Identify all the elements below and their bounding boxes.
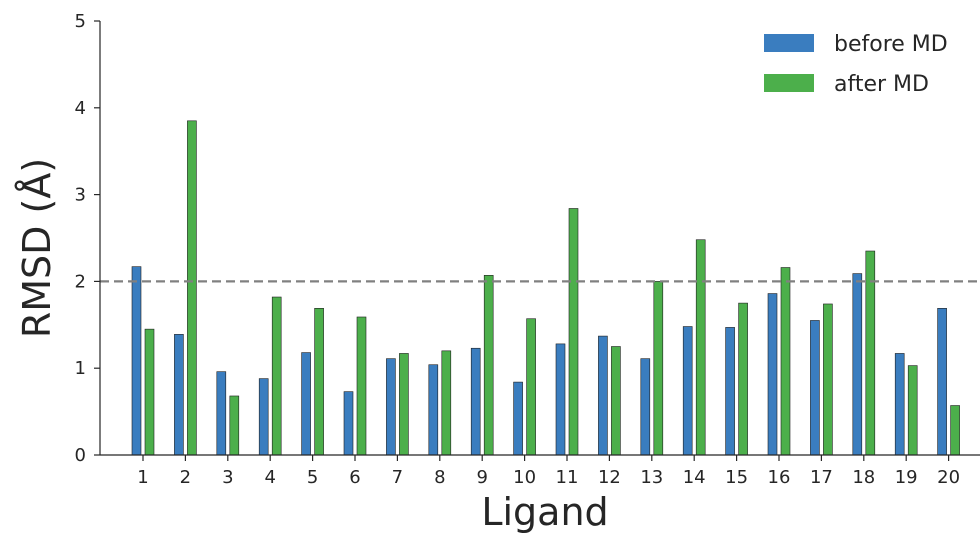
bar-before-md-ligand-12 <box>598 335 608 456</box>
bar-after-md-ligand-1 <box>144 328 155 456</box>
bar-before-md-ligand-5 <box>301 352 311 456</box>
x-tick-label: 6 <box>349 467 360 488</box>
x-tick-label: 2 <box>180 467 191 488</box>
bar-before-md-ligand-11 <box>555 343 566 456</box>
bar-before-md-ligand-20 <box>937 308 947 456</box>
legend-swatch-after-md <box>764 74 814 92</box>
x-tick-label: 15 <box>725 467 748 488</box>
bar-after-md-ligand-4 <box>271 296 282 456</box>
bar-after-md-ligand-10 <box>526 318 536 456</box>
bar-before-md-ligand-18 <box>852 273 863 456</box>
x-tick-label: 8 <box>434 467 445 488</box>
x-tick-label: 20 <box>937 467 960 488</box>
bar-after-md-ligand-19 <box>907 365 918 456</box>
legend-swatch-before-md <box>764 34 814 52</box>
bar-before-md-ligand-14 <box>682 326 693 456</box>
y-tick-label: 3 <box>75 185 86 206</box>
axes-layer <box>99 21 980 456</box>
bar-after-md-ligand-17 <box>823 303 833 456</box>
bar-after-md-ligand-12 <box>611 346 621 456</box>
x-tick-label: 1 <box>137 467 148 488</box>
x-tick-label: 4 <box>264 467 275 488</box>
x-tick-label: 5 <box>307 467 318 488</box>
bar-after-md-ligand-8 <box>441 350 452 456</box>
y-tick-label: 4 <box>75 98 86 119</box>
bar-before-md-ligand-7 <box>386 358 396 456</box>
bar-before-md-ligand-19 <box>894 353 905 456</box>
bar-after-md-ligand-11 <box>568 208 579 456</box>
bar-before-md-ligand-15 <box>725 327 735 456</box>
bar-before-md-ligand-1 <box>131 266 142 456</box>
bar-after-md-ligand-5 <box>314 308 324 456</box>
x-tick-label: 13 <box>640 467 663 488</box>
bars-layer <box>131 120 960 456</box>
y-axis-title: RMSD (Å) <box>15 158 59 338</box>
x-tick-label: 19 <box>895 467 918 488</box>
bar-before-md-ligand-17 <box>810 320 820 456</box>
y-tick-label: 0 <box>75 445 86 466</box>
bar-before-md-ligand-9 <box>470 347 481 456</box>
bar-before-md-ligand-3 <box>216 371 227 456</box>
bar-before-md-ligand-6 <box>343 391 354 456</box>
bar-after-md-ligand-16 <box>780 267 791 456</box>
x-axis-title: Ligand <box>481 490 608 533</box>
bar-after-md-ligand-7 <box>399 353 409 456</box>
bar-before-md-ligand-2 <box>174 334 184 456</box>
bar-after-md-ligand-3 <box>229 395 240 456</box>
x-tick-label: 11 <box>556 467 579 488</box>
bar-after-md-ligand-13 <box>653 281 664 456</box>
bar-after-md-ligand-20 <box>950 405 960 456</box>
bar-before-md-ligand-10 <box>513 381 523 456</box>
bar-after-md-ligand-6 <box>356 316 367 456</box>
x-tick-label: 16 <box>768 467 791 488</box>
x-tick-label: 18 <box>852 467 875 488</box>
bar-after-md-ligand-15 <box>738 302 748 456</box>
y-tick-label: 2 <box>75 271 86 292</box>
x-tick-label: 10 <box>513 467 536 488</box>
y-tick-label: 5 <box>75 11 86 32</box>
bar-before-md-ligand-13 <box>640 358 651 456</box>
x-ticks: 1 2 3 4 5 6 7 8 9 10 11 12 13 14 15 16 17 18 19 20 <box>137 455 960 488</box>
bar-before-md-ligand-8 <box>428 364 439 456</box>
x-tick-label: 14 <box>683 467 706 488</box>
x-tick-label: 9 <box>476 467 487 488</box>
x-tick-label: 12 <box>598 467 621 488</box>
x-tick-label: 3 <box>222 467 233 488</box>
legend-label-before-md: before MD <box>834 32 948 57</box>
x-tick-label: 17 <box>810 467 833 488</box>
y-tick-label: 1 <box>75 358 86 379</box>
bar-before-md-ligand-16 <box>767 293 778 456</box>
bar-before-md-ligand-4 <box>258 378 269 456</box>
legend-label-after-md: after MD <box>834 72 929 97</box>
bar-after-md-ligand-14 <box>695 239 706 456</box>
legend: before MD after MD <box>764 32 948 97</box>
bar-after-md-ligand-9 <box>483 275 494 456</box>
y-ticks: 0 1 2 3 4 5 <box>75 11 100 466</box>
x-tick-label: 7 <box>392 467 403 488</box>
bar-after-md-ligand-2 <box>187 120 197 456</box>
